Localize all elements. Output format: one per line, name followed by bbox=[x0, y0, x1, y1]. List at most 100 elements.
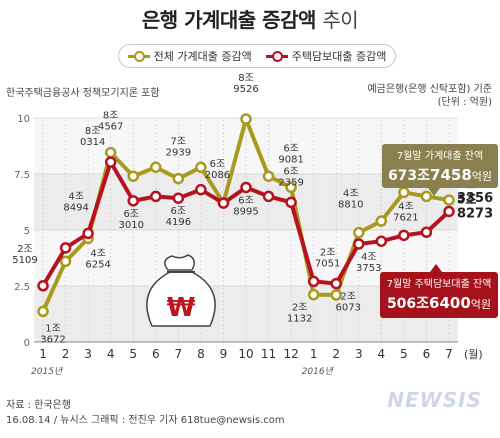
data-point-mortgage bbox=[330, 277, 342, 290]
data-point-total bbox=[59, 255, 72, 268]
data-label-total-a: 6조 bbox=[283, 143, 299, 154]
x-tick-label: 12 bbox=[283, 347, 298, 361]
legend-label-total: 전체 가계대출 증감액 bbox=[153, 50, 252, 63]
data-label-mortgage-b: 7051 bbox=[315, 258, 340, 269]
data-point-mortgage bbox=[285, 196, 297, 209]
x-tick-label: 10 bbox=[238, 347, 253, 361]
data-label-total-a: 1조 bbox=[45, 323, 61, 334]
data-label-mortgage-b: 8273 bbox=[457, 206, 493, 221]
callout-title-mortgage: 7월말 주택담보대출 잔액 bbox=[387, 278, 492, 290]
title-suffix: 추이 bbox=[322, 8, 359, 32]
x-tick-label: 3 bbox=[355, 347, 363, 361]
data-label-mortgage-a: 2조 bbox=[320, 247, 336, 258]
x-axis-unit: (월) bbox=[464, 348, 483, 361]
x-tick-label: 5 bbox=[400, 347, 408, 361]
data-point-mortgage bbox=[375, 235, 388, 247]
data-point-mortgage bbox=[240, 181, 252, 194]
money-bag-body bbox=[146, 271, 216, 327]
data-point-total bbox=[307, 288, 320, 301]
data-point-total bbox=[104, 146, 117, 159]
data-point-total bbox=[375, 215, 388, 227]
x-tick-label: 11 bbox=[261, 347, 276, 361]
x-tick-label: 5 bbox=[129, 347, 137, 361]
x-tick-label: 4 bbox=[107, 347, 115, 361]
x-tick-label: 3 bbox=[84, 347, 92, 361]
data-point-total bbox=[150, 161, 162, 174]
data-point-total bbox=[262, 170, 275, 182]
data-label-mortgage-a: 6조 bbox=[171, 206, 187, 217]
data-point-mortgage bbox=[307, 275, 320, 288]
callout-mortgage: 7월말 주택담보대출 잔액 506조6400억원 bbox=[380, 272, 498, 318]
y-tick-label: 10 bbox=[17, 114, 30, 125]
data-point-mortgage bbox=[172, 192, 185, 204]
y-tick-label: 2.5 bbox=[14, 282, 30, 293]
data-label-total-a: 8조 bbox=[103, 111, 119, 122]
data-label-total-b: 9081 bbox=[278, 154, 303, 165]
x-tick-label: 1 bbox=[310, 347, 318, 361]
legend: 전체 가계대출 증감액 주택담보대출 증감액 bbox=[118, 44, 396, 68]
won-symbol: ₩ bbox=[167, 293, 196, 323]
x-tick-label: 9 bbox=[220, 347, 228, 361]
title-main: 은행 가계대출 증감액 bbox=[141, 8, 317, 32]
note-right: 예금은행(은행 신탁포함) 기준 bbox=[367, 84, 492, 95]
data-label-mortgage-a: 4조 bbox=[361, 252, 377, 263]
y-tick-label: 5 bbox=[24, 226, 30, 237]
data-label-mortgage-b: 3753 bbox=[356, 263, 381, 274]
newsis-logo: NEWSIS bbox=[387, 388, 482, 412]
data-label-total-a: 2조 bbox=[292, 303, 308, 314]
data-label-mortgage-b: 5109 bbox=[12, 255, 37, 266]
x-tick-label: 7 bbox=[445, 347, 453, 361]
data-label-total-a: 4조 bbox=[90, 248, 106, 259]
data-point-total bbox=[420, 190, 433, 203]
data-point-total bbox=[330, 289, 342, 301]
data-point-mortgage bbox=[127, 195, 139, 207]
data-point-mortgage bbox=[217, 197, 230, 209]
callout-box-mortgage bbox=[380, 272, 498, 318]
data-label-mortgage-b: 2359 bbox=[278, 177, 303, 188]
data-label-total-b: 3356 bbox=[457, 191, 493, 206]
y-tick-label: 7.5 bbox=[14, 170, 30, 181]
data-label-mortgage-a: 8조 bbox=[85, 126, 101, 137]
data-point-total bbox=[443, 194, 455, 206]
data-label-total-b: 9526 bbox=[233, 84, 258, 95]
callout-pointer-mortgage bbox=[430, 264, 442, 272]
source-line-2: 16.08.14 / 뉴시스 그래픽 : 전진우 기자 618tue@newsi… bbox=[6, 415, 285, 426]
x-tick-label: 1 bbox=[39, 347, 47, 361]
data-point-mortgage bbox=[398, 229, 410, 242]
money-bag-top bbox=[164, 254, 195, 271]
data-label-total-a: 8조 bbox=[238, 73, 254, 84]
data-label-mortgage-a: 4조 bbox=[68, 191, 84, 202]
year-label: 2015년 bbox=[31, 366, 63, 377]
data-point-mortgage bbox=[82, 227, 94, 240]
data-label-total-b: 3672 bbox=[40, 334, 65, 345]
legend-swatch-mortgage bbox=[265, 51, 288, 62]
x-tick-label: 8 bbox=[197, 347, 205, 361]
unit-label: (단위 : 억원) bbox=[437, 97, 492, 108]
legend-item-mortgage: 주택담보대출 증감액 bbox=[265, 48, 387, 64]
callout-box-total bbox=[382, 144, 498, 188]
callout-value-total: 673조7458억원 bbox=[388, 166, 492, 184]
data-label-total-b: 8810 bbox=[338, 200, 363, 211]
data-point-mortgage bbox=[420, 226, 433, 238]
data-point-mortgage bbox=[59, 242, 72, 254]
source-line-1: 자료 : 한국은행 bbox=[6, 400, 71, 411]
data-label-mortgage-a: 6조 bbox=[238, 195, 254, 206]
data-point-total bbox=[353, 226, 365, 239]
data-label-mortgage-b: 4196 bbox=[166, 217, 191, 228]
data-label-total-a: 7조 bbox=[171, 137, 187, 148]
data-point-mortgage bbox=[195, 183, 207, 196]
data-label-mortgage-a: 6조 bbox=[283, 166, 299, 177]
x-tick-label: 2 bbox=[62, 347, 70, 361]
data-label-mortgage-a: 2조 bbox=[17, 244, 33, 255]
data-label-total-a: 4조 bbox=[343, 189, 359, 200]
year-label: 2016년 bbox=[302, 366, 334, 377]
legend-label-mortgage: 주택담보대출 증감액 bbox=[291, 50, 387, 63]
data-point-total bbox=[127, 170, 139, 182]
data-label-total-b: 2086 bbox=[205, 170, 230, 181]
callout-value-mortgage: 506조6400억원 bbox=[387, 294, 491, 312]
x-tick-label: 6 bbox=[423, 347, 431, 361]
data-label-mortgage-a: 2조 bbox=[340, 292, 356, 303]
money-bag-icon: ₩ bbox=[146, 254, 216, 327]
data-label-total-a: 6조 bbox=[210, 159, 226, 170]
